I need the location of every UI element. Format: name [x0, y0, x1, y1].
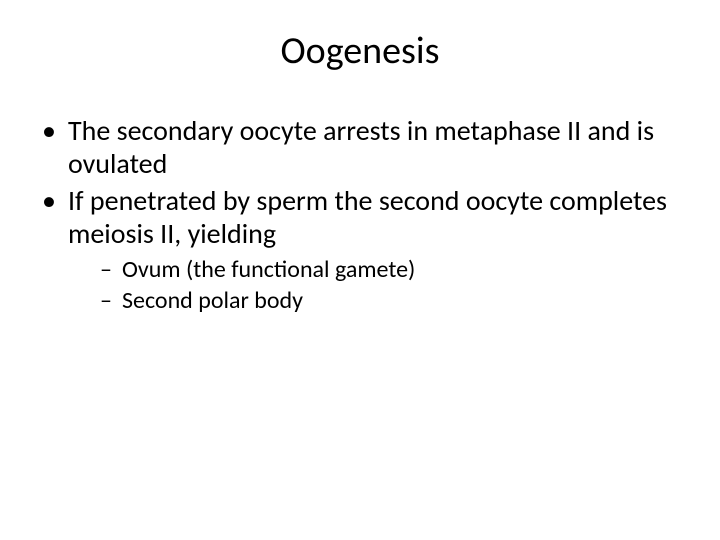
bullet-list-level2: Ovum (the functional gamete) Second pola…: [68, 256, 678, 316]
bullet-text: The secondary oocyte arrests in metaphas…: [68, 113, 654, 181]
list-item: The secondary oocyte arrests in metaphas…: [42, 114, 678, 180]
bullet-text: Second polar body: [122, 286, 303, 315]
slide-title: Oogenesis: [0, 0, 720, 94]
bullet-text: If penetrated by sperm the second oocyte…: [68, 183, 667, 251]
slide-body: The secondary oocyte arrests in metaphas…: [0, 94, 720, 316]
list-item: If penetrated by sperm the second oocyte…: [42, 184, 678, 316]
bullet-list-level1: The secondary oocyte arrests in metaphas…: [42, 114, 678, 316]
list-item: Second polar body: [100, 287, 678, 316]
bullet-text: Ovum (the functional gamete): [122, 255, 415, 284]
slide: Oogenesis The secondary oocyte arrests i…: [0, 0, 720, 540]
list-item: Ovum (the functional gamete): [100, 256, 678, 285]
